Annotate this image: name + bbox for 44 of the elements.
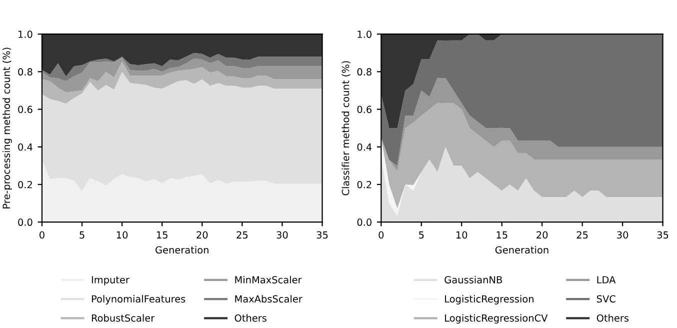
x-tick-label: 15 xyxy=(156,231,168,239)
y-tick-label: 0.6 xyxy=(18,106,32,114)
x-tick-label: 15 xyxy=(496,231,508,239)
y-tick-label: 0.8 xyxy=(18,68,32,76)
x-tick-label: 5 xyxy=(419,231,424,239)
y-tick-label: 0.0 xyxy=(18,218,32,226)
y-tick-label: 1.0 xyxy=(358,30,372,38)
x-axis-title: Generation xyxy=(156,246,208,254)
legend-label: RobustScaler xyxy=(92,314,155,322)
x-tick-label: 5 xyxy=(80,231,84,239)
y-tick-label: 0.4 xyxy=(357,143,372,151)
x-tick-label: 20 xyxy=(536,231,548,239)
y-tick-label: 1.0 xyxy=(18,30,32,38)
x-tick-label: 10 xyxy=(456,231,468,239)
legend-label: SVC xyxy=(596,295,616,303)
legend-label: MinMaxScaler xyxy=(235,276,302,284)
x-tick-label: 35 xyxy=(657,231,668,239)
legend-label: Imputer xyxy=(92,276,130,286)
legend-label: LDA xyxy=(597,276,616,284)
x-tick-label: 0 xyxy=(40,231,44,239)
x-tick-label: 20 xyxy=(196,231,208,239)
x-tick-label: 35 xyxy=(316,231,328,239)
y-axis-title: Classifier method count (%) xyxy=(342,61,350,196)
legend-label: PolynomialFeatures xyxy=(92,295,186,304)
x-axis-title: Generation xyxy=(495,246,548,254)
x-tick-label: 25 xyxy=(236,231,248,239)
y-tick-label: 0.4 xyxy=(18,143,32,151)
legend-label: Others xyxy=(234,314,266,322)
y-tick-label: 0.6 xyxy=(357,106,372,114)
legend-label: Others xyxy=(596,314,629,322)
x-tick-label: 25 xyxy=(576,231,588,239)
x-tick-label: 30 xyxy=(276,231,288,239)
legend-label: MaxAbsScaler xyxy=(235,295,302,303)
y-tick-label: 0.8 xyxy=(357,68,372,76)
y-tick-label: 0.2 xyxy=(357,180,372,188)
x-tick-label: 10 xyxy=(116,231,128,239)
legend-label: GaussianNB xyxy=(444,276,502,284)
y-tick-label: 0.0 xyxy=(357,218,372,226)
x-tick-label: 0 xyxy=(378,231,384,239)
legend-label: LogisticRegressionCV xyxy=(445,314,548,324)
x-tick-label: 30 xyxy=(617,231,628,239)
y-tick-label: 0.2 xyxy=(18,180,32,188)
legend-label: LogisticRegression xyxy=(445,295,534,304)
y-axis-title: Pre-processing method count (%) xyxy=(2,48,12,208)
